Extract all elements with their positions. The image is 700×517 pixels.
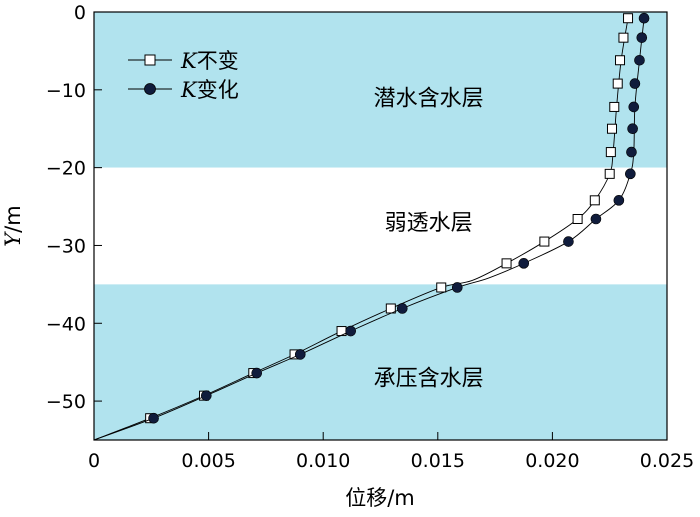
series-2-point-7 [518, 258, 530, 269]
layer-label-3: 承压含水层 [374, 367, 484, 392]
series-2-point-11 [625, 168, 636, 180]
legend-label-1-rest: 不变 [197, 49, 239, 73]
legend: K不变 K变化 [128, 49, 239, 102]
series-2-point-18 [638, 12, 650, 24]
series-2-point-0 [148, 412, 159, 424]
series-2-point-17 [636, 32, 648, 43]
series-1-point-8 [539, 236, 550, 247]
x-tick-label-5: 0.025 [640, 450, 694, 472]
series-1-point-9 [572, 213, 583, 224]
legend-label-2: K变化 [180, 78, 239, 102]
legend-label-1-var: K [180, 49, 198, 73]
layer-band-2 [94, 167, 667, 285]
plot-frame [93, 11, 668, 441]
series-1-point-12 [605, 147, 616, 158]
series-2-point-1 [201, 390, 212, 401]
legend-marker-circle [144, 83, 156, 95]
series-2-point-9 [590, 213, 602, 225]
series-2-point-5 [396, 303, 408, 314]
series-group [94, 12, 650, 440]
series-2-point-16 [634, 54, 645, 66]
series-2-point-14 [628, 101, 640, 113]
series-2-point-6 [451, 282, 463, 293]
y-tick-label-1: −10 [46, 80, 86, 102]
series-1-point-10 [589, 195, 600, 206]
series-2-point-13 [627, 123, 638, 135]
legend-item-series-2: K变化 [128, 78, 239, 102]
legend-label-1: K不变 [180, 49, 239, 73]
legend-marker-square [144, 54, 156, 66]
layer-bands [94, 12, 667, 440]
series-1-point-18 [623, 13, 634, 24]
y-tick-label-2: −20 [46, 158, 86, 180]
series-2-point-15 [629, 78, 641, 89]
series-1-point-16 [615, 55, 626, 66]
x-tick-label-0: 0 [88, 450, 100, 472]
layer-band-1 [94, 12, 667, 168]
y-tick-label-4: −40 [46, 313, 86, 335]
legend-label-2-var: K [180, 78, 198, 102]
series-2-point-12 [626, 146, 637, 158]
y-axis-title-var: Y [1, 231, 25, 247]
series-2-point-10 [613, 195, 625, 206]
x-tick-label-3: 0.015 [411, 450, 465, 472]
series-2-point-8 [563, 236, 574, 247]
series-2-point-3 [294, 349, 306, 360]
y-tick-label-5: −50 [46, 391, 86, 413]
legend-label-2-rest: 变化 [197, 78, 239, 102]
x-tick-label-1: 0.005 [181, 450, 235, 472]
y-tick-label-0: 0 [74, 2, 86, 24]
y-tick-label-3: −30 [46, 235, 86, 257]
x-tick-label-4: 0.020 [525, 450, 579, 472]
series-1-point-11 [604, 168, 615, 179]
series-1-point-14 [609, 101, 620, 112]
y-axis-title-unit: /m [1, 205, 25, 233]
series-2-point-4 [345, 325, 357, 337]
series-2-point-2 [251, 367, 263, 379]
series-1-point-17 [618, 32, 629, 43]
axis-ticks: 0 0.005 0.010 0.015 0.020 0.025 0 −10 −20 −30 −40 −… [46, 2, 694, 472]
x-axis-title: 位移/m [345, 486, 415, 510]
x-tick-label-2: 0.010 [296, 450, 350, 472]
series-1-point-6 [436, 282, 447, 293]
layer-label-1: 潜水含水层 [374, 87, 484, 112]
layer-band-3 [94, 284, 667, 440]
series-1-point-15 [612, 78, 623, 89]
legend-item-series-1: K不变 [128, 49, 239, 73]
y-axis-title: Y/m [1, 205, 25, 246]
series-1-point-7 [501, 258, 512, 269]
layer-label-2: 弱透水层 [385, 211, 473, 236]
series-1-point-13 [606, 123, 617, 134]
